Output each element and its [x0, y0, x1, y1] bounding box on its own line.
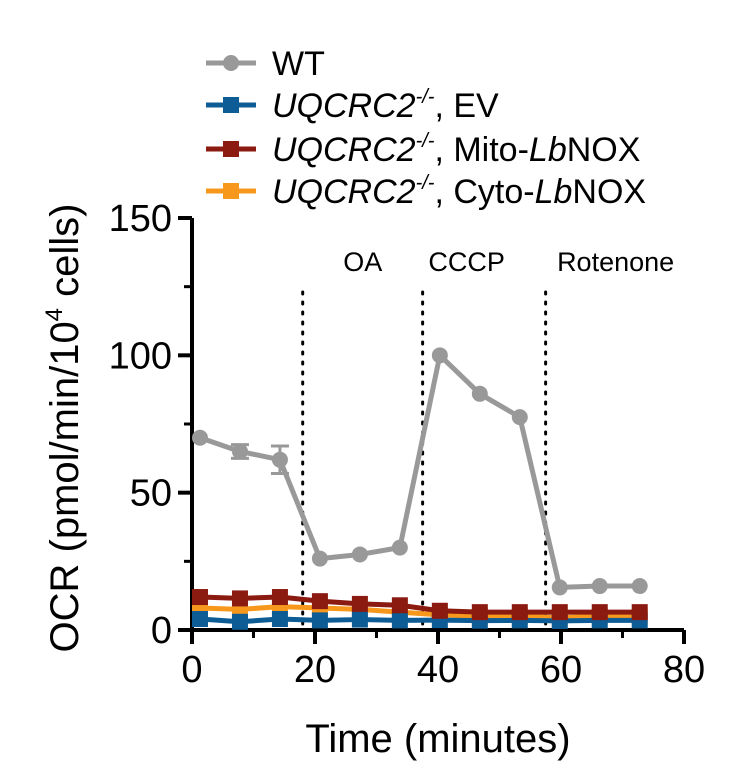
x-tick-label: 60: [540, 649, 582, 691]
data-point: [511, 409, 528, 426]
legend-gene-ev: UQCRC2: [272, 87, 416, 125]
data-point: [271, 451, 288, 468]
legend-marker-mito: [223, 141, 239, 157]
y-axis-title: OCR (pmol/min/104 cells): [41, 203, 87, 652]
legend-marker-ev: [223, 97, 239, 113]
series-line-wt: [199, 352, 640, 590]
legend-label-mito: UQCRC2-/-, Mito-LbNOX: [272, 130, 640, 169]
data-point: [431, 347, 448, 364]
legend-rest-a-mito: , Mito-: [434, 131, 528, 169]
data-point: [271, 611, 288, 628]
legend-marker-cyto: [223, 183, 239, 199]
x-axis-title: Time (minutes): [305, 717, 570, 761]
data-point: [231, 613, 248, 630]
data-series: [191, 347, 648, 630]
y-tick-label: 100: [109, 335, 172, 377]
legend-rest-it-cyto: Lb: [535, 173, 573, 211]
data-point: [311, 550, 328, 567]
data-point: [511, 604, 528, 621]
data-point: [231, 443, 248, 460]
legend-sup-mito: -/-: [416, 130, 435, 152]
data-point: [351, 595, 368, 612]
data-point: [391, 597, 408, 614]
data-point: [391, 539, 408, 556]
data-point: [271, 589, 288, 606]
series-line-ev: [199, 616, 640, 625]
y-axis-title-end: cells): [43, 203, 87, 307]
legend-item-cyto: UQCRC2-/-, Cyto-LbNOX: [206, 172, 646, 211]
data-point: [351, 611, 368, 628]
axes: 0 50 100 150 0 20 40 60 80: [109, 198, 706, 691]
legend-item-ev: UQCRC2-/-, EV: [206, 86, 499, 125]
x-tick-label: 0: [181, 649, 202, 691]
y-tick-label: 150: [109, 198, 172, 240]
data-point: [471, 604, 488, 621]
legend-rest-it-mito: Lb: [529, 131, 567, 169]
data-point: [431, 602, 448, 619]
legend-rest-b-mito: NOX: [567, 131, 641, 169]
series-mito: [191, 589, 648, 621]
y-tick-label: 50: [130, 473, 172, 515]
injection-label: CCCP: [428, 247, 505, 277]
data-point: [471, 385, 488, 402]
data-point: [191, 611, 208, 628]
x-tick-label: 80: [663, 649, 705, 691]
legend-sup-cyto: -/-: [416, 172, 435, 194]
y-axis-title-main: OCR (pmol/min/10: [43, 321, 87, 652]
data-point: [551, 604, 568, 621]
legend-item-wt: WT: [206, 45, 325, 83]
data-point: [311, 612, 328, 629]
x-tick-label: 40: [417, 649, 459, 691]
x-tick-label: 20: [294, 649, 336, 691]
legend-marker-wt: [223, 55, 239, 71]
data-point: [191, 429, 208, 446]
data-point: [191, 589, 208, 606]
data-point: [551, 579, 568, 596]
legend: WT UQCRC2-/-, EV UQCRC2-/-, Mito-LbNOX: [206, 45, 646, 211]
series-wt: [191, 347, 648, 596]
legend-gene-mito: UQCRC2: [272, 131, 416, 169]
data-point: [631, 604, 648, 621]
y-tick-label: 0: [151, 610, 172, 652]
legend-gene-cyto: UQCRC2: [272, 173, 416, 211]
legend-rest-b-cyto: NOX: [572, 173, 646, 211]
y-axis-title-sup: 4: [41, 308, 68, 321]
legend-label-ev: UQCRC2-/-, EV: [272, 86, 499, 125]
legend-label-wt: WT: [272, 45, 325, 83]
data-point: [231, 590, 248, 607]
data-point: [591, 578, 608, 595]
data-point: [591, 604, 608, 621]
data-point: [631, 578, 648, 595]
legend-sup-ev: -/-: [416, 86, 435, 108]
injection-label: OA: [343, 247, 382, 277]
data-point: [311, 593, 328, 610]
injection-label: Rotenone: [557, 247, 674, 277]
injection-markers: OA CCCP Rotenone: [301, 247, 674, 632]
data-point: [391, 612, 408, 629]
data-point: [351, 546, 368, 563]
legend-rest-ev: , EV: [434, 87, 499, 125]
legend-item-mito: UQCRC2-/-, Mito-LbNOX: [206, 130, 640, 169]
legend-label-cyto: UQCRC2-/-, Cyto-LbNOX: [272, 172, 646, 211]
legend-rest-a-cyto: , Cyto-: [434, 173, 534, 211]
